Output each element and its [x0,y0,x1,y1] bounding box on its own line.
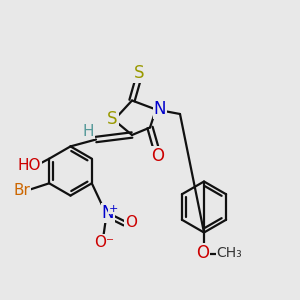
Text: O⁻: O⁻ [94,235,114,250]
Text: S: S [107,110,118,128]
Text: H: H [83,124,94,139]
Text: N: N [102,204,114,222]
Text: O: O [151,147,164,165]
Text: S: S [134,64,145,82]
Text: N: N [153,100,166,118]
Text: O: O [196,244,209,262]
Text: O: O [125,215,137,230]
Text: CH₃: CH₃ [217,246,242,260]
Text: +: + [108,203,118,214]
Text: Br: Br [13,183,30,198]
Text: HO: HO [17,158,41,172]
